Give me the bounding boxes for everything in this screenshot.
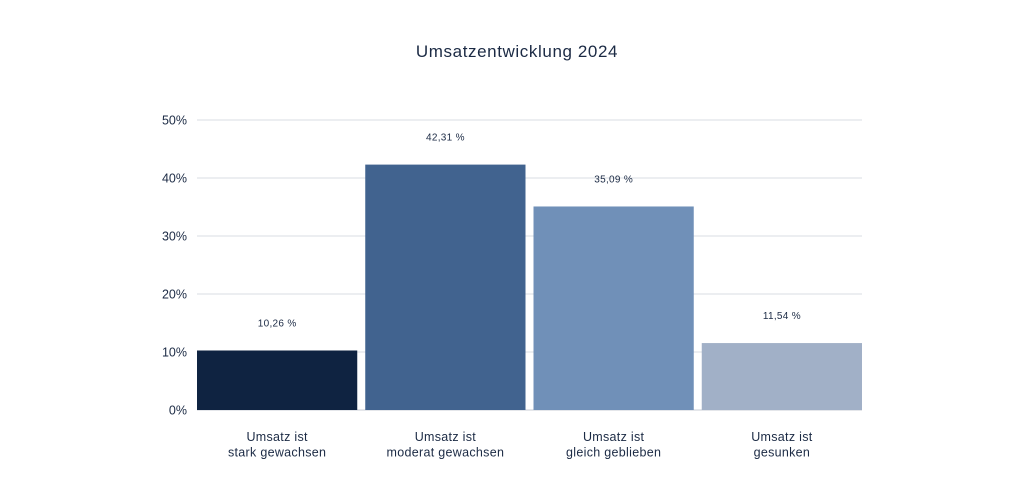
bars xyxy=(197,164,862,410)
x-tick-label: moderat gewachsen xyxy=(387,446,505,460)
x-tick-label: stark gewachsen xyxy=(228,446,326,460)
data-label: 35,09 % xyxy=(594,174,633,185)
y-tick-label: 40% xyxy=(162,172,187,186)
y-tick-label: 0% xyxy=(169,404,187,418)
x-tick-label: gesunken xyxy=(754,446,811,460)
y-axis: 0% 10% 20% 30% 40% 50% xyxy=(162,114,187,418)
y-tick-label: 20% xyxy=(162,288,187,302)
data-labels: 10,26 % 42,31 % 35,09 % 11,54 % xyxy=(258,133,801,330)
data-label: 42,31 % xyxy=(426,133,465,144)
x-tick-label: gleich geblieben xyxy=(566,446,661,460)
y-tick-label: 10% xyxy=(162,346,187,360)
y-tick-label: 30% xyxy=(162,230,187,244)
x-tick-label: Umsatz ist xyxy=(246,430,308,444)
data-label: 10,26 % xyxy=(258,318,297,329)
y-tick-label: 50% xyxy=(162,114,187,128)
x-tick-label: Umsatz ist xyxy=(415,430,477,444)
bar xyxy=(197,350,358,410)
bar xyxy=(365,164,526,410)
bar xyxy=(701,343,862,410)
x-axis: Umsatz ist stark gewachsen Umsatz ist moder… xyxy=(228,430,813,460)
x-tick-label: Umsatz ist xyxy=(751,430,813,444)
data-label: 11,54 % xyxy=(763,311,801,322)
chart-title: Umsatzentwicklung 2024 xyxy=(416,42,618,61)
bar xyxy=(533,206,694,410)
x-tick-label: Umsatz ist xyxy=(583,430,645,444)
